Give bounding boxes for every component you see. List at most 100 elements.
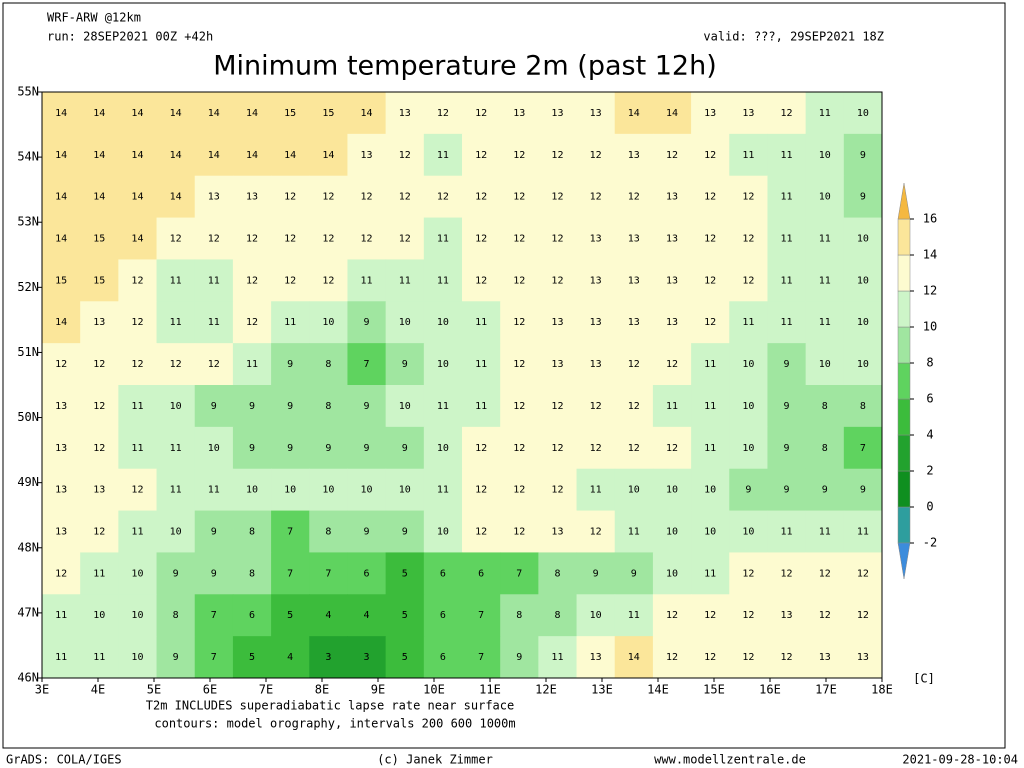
grid-cell (309, 301, 348, 344)
cell-value: 10 (666, 568, 678, 579)
grid-cell (462, 343, 501, 386)
cell-value: 11 (819, 317, 831, 328)
grid-cell (118, 343, 158, 386)
cell-value: 13 (551, 527, 563, 538)
cell-value: 5 (287, 610, 293, 621)
grid-cell (500, 426, 539, 470)
cell-value: 9 (784, 359, 790, 370)
cell-value: 10 (628, 485, 640, 496)
grid-cell (729, 552, 768, 595)
model: WRF-ARW @12km (47, 11, 141, 25)
cell-value: 11 (781, 275, 793, 286)
cell-value: 8 (554, 610, 560, 621)
cell-value: 12 (857, 568, 869, 579)
grid-cell (576, 385, 616, 428)
lon-label: 18E (871, 683, 893, 697)
cell-value: 12 (93, 401, 105, 412)
cell-value: 12 (704, 610, 716, 621)
lat-label: 50N (17, 410, 39, 424)
grid-cell (500, 552, 539, 595)
grid-cell (729, 468, 768, 512)
grid-cell (843, 636, 883, 679)
grid-cell (843, 259, 883, 302)
grid-cell (194, 133, 234, 177)
grid-cell (576, 133, 616, 177)
grid-cell (156, 217, 196, 260)
cell-value: 10 (170, 527, 182, 538)
cell-value: 13 (628, 275, 640, 286)
cell-value: 11 (781, 527, 793, 538)
grid-cell (500, 175, 539, 219)
grid-cell (271, 259, 310, 302)
grid-cell (80, 217, 119, 260)
grid-cell (42, 636, 81, 679)
grid-cell (156, 175, 196, 219)
grid-cell (80, 636, 119, 679)
cell-value: 10 (742, 359, 754, 370)
cell-value: 9 (784, 485, 790, 496)
cell-value: 9 (516, 652, 522, 663)
grid-cell (691, 92, 730, 135)
grid-cell (156, 552, 196, 595)
grid-cell (271, 510, 310, 553)
grid-cell (347, 594, 387, 637)
cell-value: 12 (131, 485, 143, 496)
lat-label: 49N (17, 475, 39, 489)
cell-value: 12 (742, 610, 754, 621)
cell-value: 7 (478, 610, 484, 621)
grid-cell (347, 385, 387, 428)
cell-value: 13 (551, 317, 563, 328)
cell-value: 12 (704, 317, 716, 328)
cell-value: 13 (93, 485, 105, 496)
grid-cell (232, 426, 272, 470)
grid-cell (118, 594, 158, 637)
grid-cell (42, 594, 81, 637)
grid-cell (271, 133, 310, 177)
cell-value: 12 (628, 192, 640, 203)
grid-cell (194, 385, 234, 428)
cell-value: 4 (287, 652, 293, 663)
colorbar-segment (897, 290, 911, 328)
cell-value: 14 (208, 108, 220, 119)
colorbar-label: 10 (923, 320, 937, 334)
grid-cell (538, 426, 578, 470)
grid-cell (576, 426, 616, 470)
lon-label: 7E (259, 683, 273, 697)
grid-cell (118, 175, 158, 219)
grid-cell (80, 385, 119, 428)
cell-value: 14 (170, 108, 182, 119)
cell-value: 7 (287, 527, 293, 538)
grid-cell (42, 217, 81, 260)
grid-cell (194, 217, 234, 260)
lat-label: 53N (17, 215, 39, 229)
grid-cell (576, 636, 616, 679)
grid-cell (423, 217, 463, 260)
grid-cell (309, 510, 348, 553)
grid-cell (500, 259, 539, 302)
cell-value: 9 (211, 568, 217, 579)
grid-cell (271, 594, 310, 637)
grid-cell (385, 594, 425, 637)
grid-cell (538, 92, 578, 135)
cell-value: 12 (628, 401, 640, 412)
grid-cell (42, 385, 81, 428)
cell-value: 7 (364, 359, 370, 370)
lon-label: 5E (147, 683, 161, 697)
grid-cell (691, 426, 730, 470)
grid-cell (614, 468, 654, 512)
grid-cell (500, 133, 539, 177)
grid-cell (767, 343, 807, 386)
cell-value: 12 (742, 568, 754, 579)
grid-cell (691, 217, 730, 260)
cell-value: 9 (631, 568, 637, 579)
grid-cell (843, 217, 883, 260)
cell-value: 13 (781, 610, 793, 621)
grid-cell (462, 301, 501, 344)
cell-value: 12 (704, 234, 716, 245)
cell-value: 10 (437, 317, 449, 328)
cell-value: 9 (287, 401, 293, 412)
grid-cell (462, 175, 501, 219)
grid-cell (576, 217, 616, 260)
grid-cell (500, 510, 539, 553)
cell-value: 13 (590, 108, 602, 119)
